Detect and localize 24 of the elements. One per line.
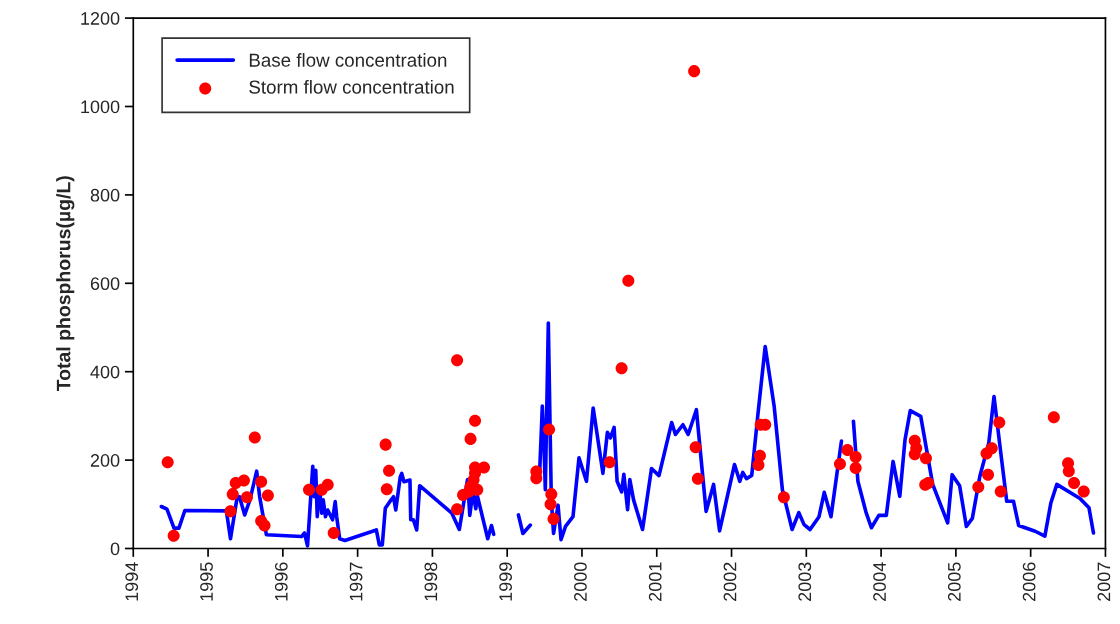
legend-label: Base flow concentration [249,53,447,67]
x-tick-label: 1998 [424,562,438,601]
x-tick-label: 1997 [349,562,363,601]
x-tick-label: 2006 [1022,562,1036,601]
y-tick-label: 800 [90,188,120,202]
y-tick-label: 400 [90,365,120,379]
y-tick-label: 200 [90,454,120,467]
x-tick-label: 1999 [499,562,513,601]
x-tick-label: 2002 [723,562,737,601]
x-tick-label: 2004 [873,562,886,601]
x-tick-label: 2003 [798,562,812,601]
y-tick-label: 1200 [81,12,120,25]
x-tick-label: 2000 [574,562,587,601]
y-tick-label: 1000 [81,100,120,114]
x-tick-label: 1995 [200,562,213,601]
x-tick-label: 1996 [274,562,288,601]
y-tick-label: 600 [90,277,120,291]
x-tick-label: 2001 [648,562,662,601]
x-tick-label: 2005 [947,562,961,601]
x-tick-label: 2007 [1097,562,1111,601]
y-tick-label: 0 [110,542,120,556]
legend-label: Storm flow concentration [249,79,454,94]
y-axis-title: Total phosphorus(µg/L) [56,176,75,392]
x-tick-label: 1994 [125,562,139,601]
